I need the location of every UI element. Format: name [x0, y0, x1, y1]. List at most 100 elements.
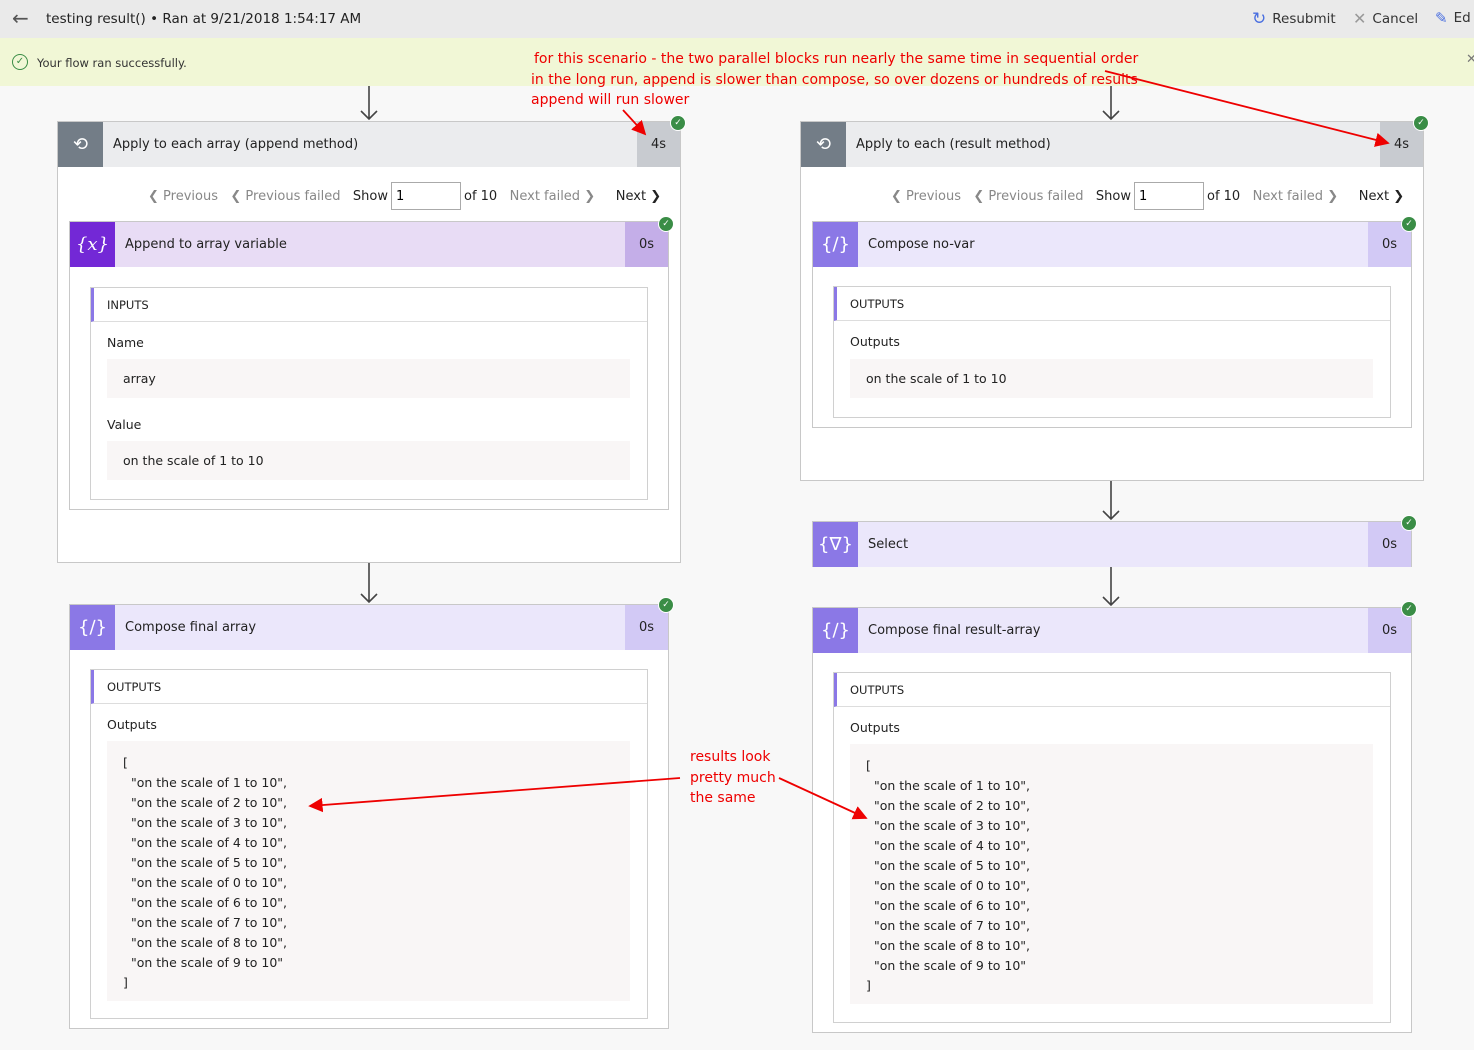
action-title: Compose final result-array: [868, 623, 1041, 638]
code-line: "on the scale of 9 to 10": [123, 955, 284, 970]
outputs-value: on the scale of 1 to 10: [850, 359, 1373, 398]
next-failed-button[interactable]: Next failed ❯: [509, 188, 596, 204]
section-header: OUTPUTS: [91, 670, 647, 704]
banner-message: Your flow ran successfully.: [37, 56, 187, 70]
code-line: "on the scale of 9 to 10": [866, 958, 1027, 973]
success-banner: ✓ Your flow ran successfully. ✕: [0, 38, 1474, 86]
compose-final-result-array-card: {∕} Compose final result-array 0s OUTPUT…: [812, 607, 1412, 1033]
previous-failed-button[interactable]: ❮ Previous failed: [230, 188, 341, 204]
code-line: "on the scale of 0 to 10",: [123, 875, 288, 890]
outputs-label: Outputs: [850, 720, 900, 735]
next-failed-button[interactable]: Next failed ❯: [1252, 188, 1339, 204]
show-label: Show: [352, 188, 388, 204]
code-line: "on the scale of 4 to 10",: [866, 838, 1031, 853]
success-check-icon: ✓: [1401, 601, 1417, 617]
code-line: [: [866, 758, 871, 773]
code-line: "on the scale of 0 to 10",: [866, 878, 1031, 893]
outputs-value: [ "on the scale of 1 to 10", "on the sca…: [850, 744, 1373, 1004]
loop-header[interactable]: ⟲ Apply to each (result method) 4s: [801, 122, 1423, 167]
success-check-icon: ✓: [670, 115, 686, 131]
outputs-section: OUTPUTS Outputs [ "on the scale of 1 to …: [90, 669, 648, 1019]
select-card: {∇} Select 0s: [812, 521, 1412, 567]
append-header[interactable]: {x} Append to array variable 0s: [70, 222, 668, 267]
code-line: "on the scale of 3 to 10",: [123, 815, 288, 830]
previous-button[interactable]: ❮ Previous: [148, 188, 218, 204]
dismiss-icon[interactable]: ✕: [1466, 52, 1474, 67]
compose-icon: {∕}: [813, 608, 858, 653]
next-button[interactable]: Next ❯: [615, 188, 662, 204]
code-line: "on the scale of 7 to 10",: [123, 915, 288, 930]
compose-no-var-card: {∕} Compose no-var 0s OUTPUTS Outputs on…: [812, 221, 1412, 428]
code-line: "on the scale of 4 to 10",: [123, 835, 288, 850]
loop-header[interactable]: ⟲ Apply to each array (append method) 4s: [58, 122, 680, 167]
compose-icon: {∕}: [813, 222, 858, 267]
flow-arrow: [1102, 481, 1120, 521]
flow-arrow: [360, 86, 378, 121]
name-label: Name: [107, 335, 144, 350]
code-line: "on the scale of 1 to 10",: [866, 778, 1031, 793]
loop-icon: ⟲: [58, 122, 103, 167]
code-line: "on the scale of 8 to 10",: [866, 938, 1031, 953]
code-line: "on the scale of 7 to 10",: [866, 918, 1031, 933]
select-icon: {∇}: [813, 522, 858, 567]
value-value: on the scale of 1 to 10: [107, 441, 630, 480]
compose-header[interactable]: {∕} Compose final array 0s: [70, 605, 668, 650]
section-header: OUTPUTS: [834, 673, 1390, 707]
edit-button[interactable]: ✎ Ed: [1435, 9, 1471, 27]
cancel-button[interactable]: ✕ Cancel: [1353, 9, 1419, 28]
outputs-label: Outputs: [107, 717, 157, 732]
action-title: Compose no-var: [868, 237, 975, 252]
outputs-section: OUTPUTS Outputs on the scale of 1 to 10: [833, 286, 1391, 418]
close-icon: ✕: [1353, 9, 1367, 28]
name-value: array: [107, 359, 630, 398]
iteration-pager: ❮ Previous ❮ Previous failed Show of 10 …: [148, 182, 661, 210]
iteration-count: of 10: [464, 188, 498, 204]
action-title: Append to array variable: [125, 237, 287, 252]
success-check-icon: ✓: [1401, 515, 1417, 531]
apply-to-each-result: ⟲ Apply to each (result method) 4s ❮ Pre…: [800, 121, 1424, 481]
iteration-count: of 10: [1207, 188, 1241, 204]
page-title: testing result() • Ran at 9/21/2018 1:54…: [46, 11, 362, 27]
value-label: Value: [107, 417, 142, 432]
iteration-pager: ❮ Previous ❮ Previous failed Show of 10 …: [891, 182, 1404, 210]
code-line: "on the scale of 1 to 10",: [123, 775, 288, 790]
top-bar: ← testing result() • Ran at 9/21/2018 1:…: [0, 0, 1474, 38]
code-line: "on the scale of 2 to 10",: [123, 795, 288, 810]
loop-title: Apply to each (result method): [856, 137, 1051, 152]
resubmit-button[interactable]: ↻ Resubmit: [1252, 9, 1336, 29]
code-line: "on the scale of 6 to 10",: [123, 895, 288, 910]
section-header: INPUTS: [91, 288, 647, 322]
inputs-section: INPUTS Name array Value on the scale of …: [90, 287, 648, 500]
previous-button[interactable]: ❮ Previous: [891, 188, 961, 204]
append-to-array-card: {x} Append to array variable 0s INPUTS N…: [69, 221, 669, 510]
compose-icon: {∕}: [70, 605, 115, 650]
code-line: "on the scale of 8 to 10",: [123, 935, 288, 950]
compose-header[interactable]: {∕} Compose no-var 0s: [813, 222, 1411, 267]
success-check-icon: ✓: [658, 216, 674, 232]
success-check-icon: ✓: [658, 597, 674, 613]
compose-final-array-card: {∕} Compose final array 0s OUTPUTS Outpu…: [69, 604, 669, 1029]
code-line: "on the scale of 3 to 10",: [866, 818, 1031, 833]
previous-failed-button[interactable]: ❮ Previous failed: [973, 188, 1084, 204]
apply-to-each-append: ⟲ Apply to each array (append method) 4s…: [57, 121, 681, 563]
compose-header[interactable]: {∕} Compose final result-array 0s: [813, 608, 1411, 653]
annotation-middle: results look pretty much the same: [690, 749, 776, 806]
show-label: Show: [1095, 188, 1131, 204]
select-header[interactable]: {∇} Select 0s: [813, 522, 1411, 567]
next-button[interactable]: Next ❯: [1358, 188, 1405, 204]
code-line: [: [123, 755, 128, 770]
outputs-value: [ "on the scale of 1 to 10", "on the sca…: [107, 741, 630, 1001]
success-check-icon: ✓: [12, 54, 28, 70]
code-line: ]: [866, 978, 871, 993]
iteration-input[interactable]: [391, 182, 461, 210]
section-header: OUTPUTS: [834, 287, 1390, 321]
success-check-icon: ✓: [1401, 216, 1417, 232]
code-line: "on the scale of 5 to 10",: [123, 855, 288, 870]
flow-arrow: [360, 563, 378, 604]
outputs-section: OUTPUTS Outputs [ "on the scale of 1 to …: [833, 672, 1391, 1023]
back-arrow-icon[interactable]: ←: [12, 6, 29, 30]
iteration-input[interactable]: [1134, 182, 1204, 210]
variable-icon: {x}: [70, 222, 115, 267]
code-line: ]: [123, 975, 128, 990]
outputs-label: Outputs: [850, 334, 900, 349]
